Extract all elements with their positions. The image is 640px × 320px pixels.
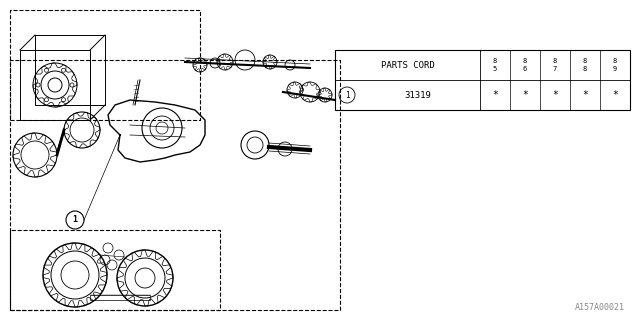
Text: *: * xyxy=(522,90,528,100)
Text: 31319: 31319 xyxy=(404,91,431,100)
Text: A157A00021: A157A00021 xyxy=(575,303,625,312)
Text: 1: 1 xyxy=(345,91,349,100)
Bar xyxy=(335,50,630,110)
Text: *: * xyxy=(492,90,498,100)
Text: 8: 8 xyxy=(613,58,617,64)
Text: 9: 9 xyxy=(613,66,617,72)
Text: 8: 8 xyxy=(553,58,557,64)
Text: 8: 8 xyxy=(583,66,587,72)
Text: PARTS CORD: PARTS CORD xyxy=(381,60,435,69)
Text: 1: 1 xyxy=(72,215,77,225)
Bar xyxy=(90,295,150,300)
Text: *: * xyxy=(582,90,588,100)
Text: 8: 8 xyxy=(493,58,497,64)
Text: 7: 7 xyxy=(553,66,557,72)
Text: *: * xyxy=(552,90,558,100)
Text: 8: 8 xyxy=(523,58,527,64)
Text: 5: 5 xyxy=(493,66,497,72)
Text: 6: 6 xyxy=(523,66,527,72)
Text: *: * xyxy=(612,90,618,100)
Text: 8: 8 xyxy=(583,58,587,64)
